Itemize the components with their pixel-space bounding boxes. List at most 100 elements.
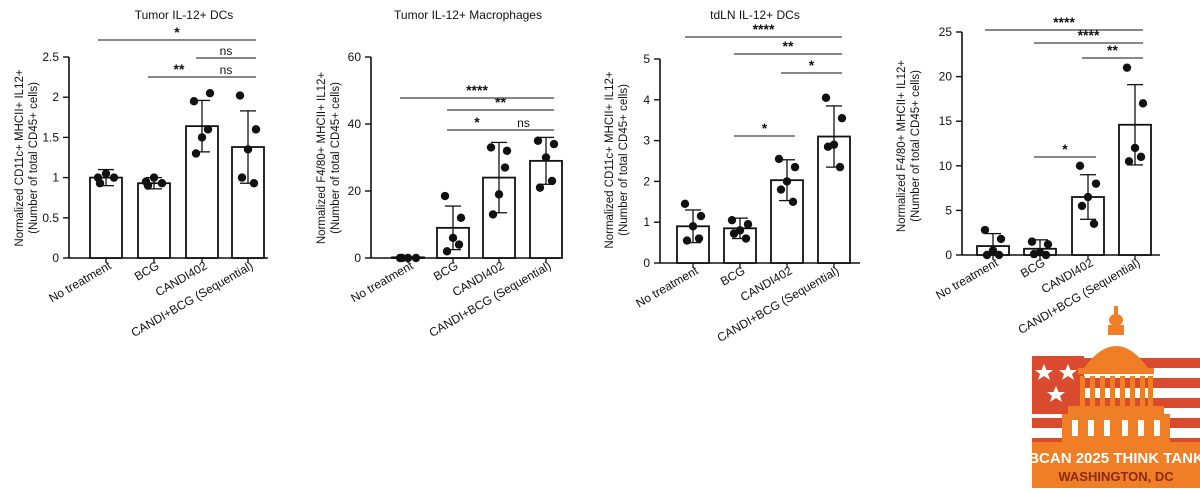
data-point <box>1122 63 1132 72</box>
data-point <box>988 246 998 255</box>
data-point <box>776 185 786 194</box>
significance-label: * <box>474 114 480 130</box>
y-axis-label: Normalized F4/80+ MHCII+ IL12+ (Number of… <box>896 60 922 233</box>
data-point <box>1124 157 1134 166</box>
capitol-icon <box>1062 306 1170 442</box>
data-point <box>95 179 105 188</box>
data-point <box>774 154 784 164</box>
data-point <box>782 177 792 186</box>
data-point <box>549 139 559 149</box>
data-point <box>535 183 545 192</box>
data-point <box>1075 161 1085 170</box>
data-point <box>397 253 407 263</box>
data-point <box>694 234 704 243</box>
y-axis-label-line2: (Number of total CD45+ cells) <box>28 82 40 234</box>
significance-label: ns <box>220 44 233 58</box>
data-point <box>696 211 706 221</box>
data-point <box>996 234 1006 244</box>
significance-label: **** <box>1053 14 1075 30</box>
significance-label: * <box>1062 141 1068 157</box>
data-point <box>235 91 245 100</box>
data-point <box>494 190 504 199</box>
chart-4: Normalized F4/80+ MHCII+ IL12+ (Number of… <box>896 14 1160 337</box>
significance-label: **** <box>466 82 488 98</box>
data-point <box>456 213 466 222</box>
data-point <box>1130 143 1140 153</box>
data-point <box>243 145 253 154</box>
y-axis-label-line1: Normalized CD11c+ MHCII+ IL12+ <box>604 71 616 248</box>
x-tick-label: BCG <box>431 258 461 283</box>
data-point <box>448 233 458 243</box>
y-tick-label: 4 <box>643 93 650 107</box>
logo-title: BCAN 2025 THINK TANK <box>1032 450 1200 467</box>
significance-label: ** <box>495 94 506 110</box>
data-point <box>688 222 698 231</box>
y-tick-label: 25 <box>939 25 953 39</box>
y-tick-label: 2 <box>643 174 650 188</box>
data-point <box>143 181 153 190</box>
y-tick-label: 0 <box>945 248 952 262</box>
logo-text-band <box>1032 442 1200 488</box>
data-point <box>835 162 845 172</box>
bcan-think-tank-logo: BCAN 2025 THINK TANK WASHINGTON, DC <box>1028 306 1200 488</box>
y-axis-label-line1: Normalized F4/80+ MHCII+ IL12+ <box>316 72 328 245</box>
y-axis-label-line2: (Number of total CD45+ cells) <box>618 84 630 236</box>
data-point <box>680 199 690 209</box>
chart-3: tdLN IL-12+ DCs Normalized CD11c+ MHCII+ … <box>604 8 860 345</box>
y-tick-label: 0 <box>643 256 650 270</box>
significance-label: ns <box>220 63 233 77</box>
data-point <box>547 176 557 186</box>
data-point <box>149 173 159 182</box>
data-point <box>788 197 798 206</box>
y-tick-label: 20 <box>939 70 953 84</box>
data-point <box>454 240 464 249</box>
data-point <box>837 113 847 123</box>
y-tick-label: 10 <box>939 159 953 173</box>
data-point <box>1041 250 1051 260</box>
data-point <box>203 125 213 134</box>
y-tick-label: 1 <box>52 171 59 185</box>
data-point <box>249 179 259 188</box>
y-axis-label-line2: (Number of total CD45+ cells) <box>330 82 342 234</box>
data-point <box>205 88 215 98</box>
data-point <box>980 225 990 235</box>
y-axis-label-line1: Normalized CD11c+ MHCII+ IL12+ <box>14 69 26 246</box>
data-point <box>541 153 551 162</box>
chart-title: Tumor IL-12+ DCs <box>135 8 234 22</box>
y-tick-label: 2 <box>52 90 59 104</box>
data-point <box>790 162 800 172</box>
data-point <box>741 234 751 243</box>
significance-label: **** <box>753 21 775 37</box>
bar <box>137 182 171 259</box>
y-axis-label: Normalized F4/80+ MHCII+ IL12+ (Number of… <box>316 72 342 245</box>
data-point <box>157 179 167 188</box>
data-point <box>1027 237 1037 246</box>
significance-label: * <box>809 57 815 73</box>
data-point <box>743 220 753 229</box>
data-point <box>442 247 452 256</box>
data-point <box>1089 219 1099 228</box>
data-point <box>500 163 510 172</box>
y-axis-label-line2: (Number of total CD45+ cells) <box>910 70 922 222</box>
data-point <box>486 143 496 152</box>
data-point <box>1091 179 1101 188</box>
y-tick-label: 0 <box>354 251 361 265</box>
data-point <box>197 133 207 142</box>
data-point <box>251 125 261 134</box>
data-point <box>727 215 737 225</box>
data-point <box>101 169 111 178</box>
y-axis-label-line1: Normalized F4/80+ MHCII+ IL12+ <box>896 60 908 233</box>
significance-label: * <box>174 24 180 40</box>
significance-label: ** <box>1107 42 1118 58</box>
bar <box>89 176 123 259</box>
y-tick-label: 0 <box>52 251 59 265</box>
flag-stars <box>1035 364 1077 402</box>
data-point <box>533 136 543 145</box>
data-point <box>994 250 1004 260</box>
data-point <box>191 149 201 158</box>
logo-subtitle: WASHINGTON, DC <box>1058 469 1174 484</box>
flag-canton <box>1032 356 1084 414</box>
data-point <box>729 229 739 238</box>
x-tick-label: BCG <box>718 263 748 288</box>
chart-title: Tumor IL-12+ Macrophages <box>394 8 542 22</box>
